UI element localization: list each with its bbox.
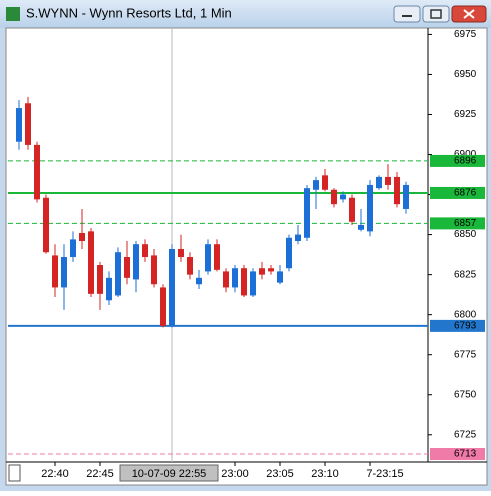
candle-body	[25, 103, 31, 145]
candle-body	[115, 252, 121, 296]
candle-body	[187, 257, 193, 275]
candle-body	[214, 244, 220, 270]
level-label: 6713	[454, 449, 477, 460]
candle-body	[16, 108, 22, 142]
candle-body	[151, 255, 157, 285]
x-tick-label: 22:45	[86, 468, 114, 480]
level-tag	[430, 154, 485, 167]
candle-body	[34, 144, 40, 200]
level-tag	[430, 447, 485, 460]
candle-body	[376, 176, 382, 189]
chart-panel	[5, 27, 488, 486]
y-tick-label: 6925	[454, 109, 477, 120]
window-title: S.WYNN - Wynn Resorts Ltd, 1 Min	[26, 5, 232, 20]
candle-body	[223, 271, 229, 288]
y-tick-label: 6725	[454, 429, 477, 440]
x-tick-label: 22:40	[41, 468, 69, 480]
y-tick-label: 6825	[454, 269, 477, 280]
level-tag	[430, 186, 485, 199]
y-tick-label: 6950	[454, 69, 477, 80]
level-label: 6857	[454, 218, 477, 229]
close-icon	[463, 9, 475, 19]
candle-body	[124, 257, 130, 278]
candle-body	[331, 189, 337, 205]
candle-body	[106, 277, 112, 301]
x-tick-label: 23:00	[221, 468, 249, 480]
candle-body	[286, 237, 292, 269]
app-icon	[6, 7, 20, 21]
scroll-box[interactable]	[8, 464, 21, 482]
crosshair-label: 10-07-09 22:55	[132, 468, 207, 480]
candle-body	[70, 239, 76, 258]
candle-body	[43, 197, 49, 253]
level-label: 6876	[454, 188, 477, 199]
x-tick-label: 23:05	[266, 468, 294, 480]
level-label: 6896	[454, 156, 477, 167]
y-tick-label: 6900	[454, 149, 477, 160]
y-tick-label: 6975	[454, 29, 477, 40]
level-tag	[430, 217, 485, 230]
candle-body	[79, 232, 85, 241]
x-tick-label: 7-23:15	[366, 468, 403, 480]
candle-body	[349, 197, 355, 222]
candle-body	[304, 188, 310, 238]
maximize-button[interactable]	[422, 5, 450, 23]
candle-body	[232, 268, 238, 288]
y-tick-label: 6800	[454, 309, 477, 320]
candle-body	[394, 176, 400, 205]
candle-body	[367, 184, 373, 232]
y-tick-label: 6750	[454, 389, 477, 400]
candle-body	[97, 265, 103, 294]
candle-body	[61, 257, 67, 288]
x-tick-label: 23:10	[311, 468, 339, 480]
candle-body	[52, 255, 58, 288]
y-tick-label: 6850	[454, 229, 477, 240]
candle-body	[178, 249, 184, 258]
candle-body	[169, 249, 175, 326]
crosshair-tag	[119, 464, 219, 482]
candle-body	[259, 268, 265, 275]
maximize-icon	[430, 9, 442, 19]
candle-body	[295, 234, 301, 241]
level-tag	[430, 319, 485, 332]
y-tick-label: 6775	[454, 349, 477, 360]
candle-body	[268, 268, 274, 272]
candle-body	[142, 244, 148, 258]
candle-body	[196, 277, 202, 285]
candle-body	[277, 271, 283, 283]
candle-body	[160, 287, 166, 326]
candle-body	[205, 244, 211, 272]
candle-body	[133, 244, 139, 280]
candle-body	[358, 224, 364, 230]
candle-body	[385, 176, 391, 185]
candle-body	[322, 175, 328, 190]
candle-body	[88, 231, 94, 294]
candle-body	[250, 271, 256, 296]
minimize-button[interactable]	[393, 5, 421, 23]
candle-body	[241, 268, 247, 296]
candle-body	[403, 184, 409, 209]
candle-body	[340, 194, 346, 200]
level-label: 6793	[454, 321, 477, 332]
candle-body	[313, 180, 319, 190]
